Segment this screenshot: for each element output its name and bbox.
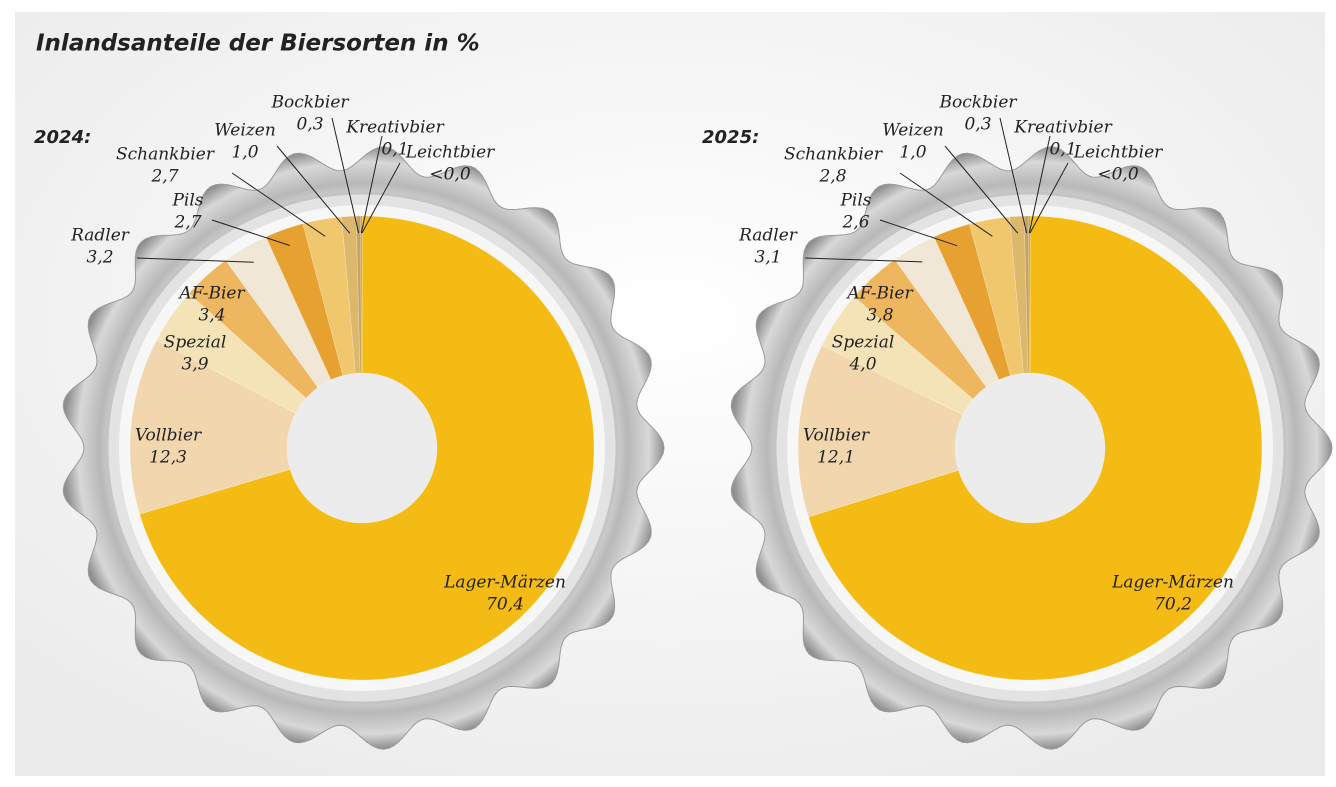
category-label: Leichtbier xyxy=(1073,143,1163,163)
page: Inlandsanteile der Biersorten in % 2024:… xyxy=(0,0,1336,787)
chart: Inlandsanteile der Biersorten in % 2024:… xyxy=(0,0,1336,787)
category-label: Vollbier xyxy=(803,426,870,446)
category-label: Schankbier xyxy=(784,145,883,165)
value-label: 2,6 xyxy=(841,213,869,233)
donut-hole xyxy=(287,373,437,523)
value-label: 3,2 xyxy=(86,248,113,268)
category-label: Kreativbier xyxy=(345,118,444,138)
value-label: 3,4 xyxy=(198,306,225,326)
value-label: 0,1 xyxy=(381,140,408,160)
value-label: 12,3 xyxy=(149,448,187,468)
category-label: Schankbier xyxy=(116,145,215,165)
value-label: 70,4 xyxy=(486,595,524,615)
value-label: 0,1 xyxy=(1049,140,1076,160)
value-label: 0,3 xyxy=(964,115,991,135)
category-label: Spezial xyxy=(164,333,227,353)
value-label: <0,0 xyxy=(429,165,470,185)
value-label: 3,1 xyxy=(754,248,781,268)
category-label: Weizen xyxy=(214,121,276,141)
category-label: Radler xyxy=(70,226,130,246)
chart-title: 2025: xyxy=(702,127,759,148)
value-label: <0,0 xyxy=(1097,165,1138,185)
chart-title: 2024: xyxy=(34,127,91,148)
page-title: Inlandsanteile der Biersorten in % xyxy=(36,31,480,57)
category-label: Lager-Märzen xyxy=(1111,573,1234,593)
value-label: 2,7 xyxy=(150,167,178,187)
category-label: Spezial xyxy=(832,333,895,353)
value-label: 1,0 xyxy=(899,143,926,163)
category-label: Radler xyxy=(738,226,798,246)
value-label: 4,0 xyxy=(848,355,876,375)
category-label: Lager-Märzen xyxy=(443,573,566,593)
value-label: 2,7 xyxy=(173,213,201,233)
value-label: 3,9 xyxy=(181,355,208,375)
value-label: 2,8 xyxy=(818,167,846,187)
category-label: Vollbier xyxy=(135,426,202,446)
category-label: Bockbier xyxy=(938,93,1017,113)
category-label: AF-Bier xyxy=(177,284,245,304)
category-label: AF-Bier xyxy=(845,284,913,304)
donut-hole xyxy=(955,373,1105,523)
value-label: 12,1 xyxy=(817,448,855,468)
category-label: Kreativbier xyxy=(1013,118,1112,138)
value-label: 1,0 xyxy=(231,143,258,163)
category-label: Pils xyxy=(171,191,203,211)
value-label: 70,2 xyxy=(1154,595,1192,615)
category-label: Weizen xyxy=(882,121,944,141)
category-label: Leichtbier xyxy=(405,143,495,163)
category-label: Bockbier xyxy=(270,93,349,113)
value-label: 0,3 xyxy=(296,115,323,135)
category-label: Pils xyxy=(839,191,871,211)
value-label: 3,8 xyxy=(866,306,893,326)
